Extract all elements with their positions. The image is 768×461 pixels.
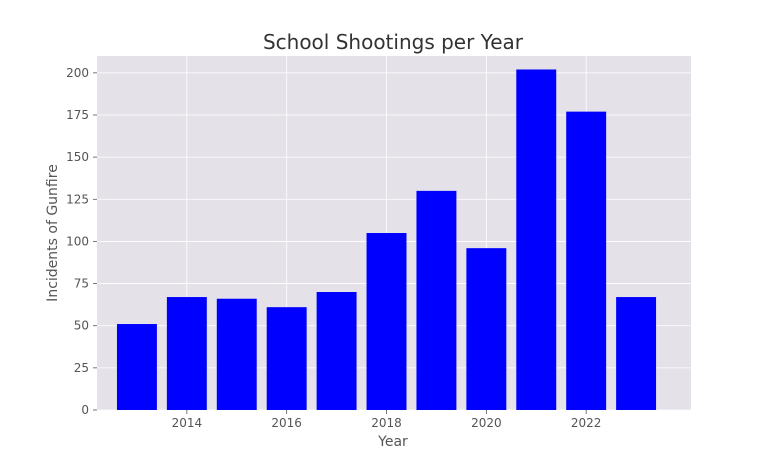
y-axis-ticks: 0 25 50 75 100 125 150 175 200	[66, 66, 97, 417]
x-tick-label: 2022	[571, 416, 602, 430]
bar-2018	[366, 233, 407, 410]
bars	[116, 69, 657, 410]
bar-2016	[266, 307, 307, 410]
bar-2013	[116, 324, 157, 410]
y-tick-label: 0	[81, 403, 89, 417]
x-tick-label: 2020	[471, 416, 502, 430]
x-tick-label: 2016	[271, 416, 302, 430]
y-tick-label: 200	[66, 66, 89, 80]
bar-2015	[216, 298, 257, 410]
x-axis-label: Year	[377, 434, 408, 450]
bar-2014	[166, 297, 207, 410]
x-tick-label: 2018	[371, 416, 402, 430]
bar-2019	[416, 190, 457, 410]
y-tick-label: 150	[66, 150, 89, 164]
bar-2023	[616, 297, 657, 410]
x-tick-label: 2014	[172, 416, 203, 430]
y-tick-label: 175	[66, 108, 89, 122]
y-tick-label: 125	[66, 192, 89, 206]
y-tick-label: 50	[74, 319, 89, 333]
bar-2021	[516, 69, 557, 410]
x-axis-ticks: 2014 2016 2018 2020 2022	[172, 410, 602, 430]
y-tick-label: 75	[74, 277, 89, 291]
bar-2022	[566, 111, 607, 410]
chart-title: School Shootings per Year	[263, 30, 524, 54]
y-tick-label: 25	[74, 361, 89, 375]
y-tick-label: 100	[66, 234, 89, 248]
bar-2017	[316, 292, 357, 410]
y-axis-label: Incidents of Gunfire	[45, 164, 61, 302]
bar-2020	[466, 248, 507, 410]
